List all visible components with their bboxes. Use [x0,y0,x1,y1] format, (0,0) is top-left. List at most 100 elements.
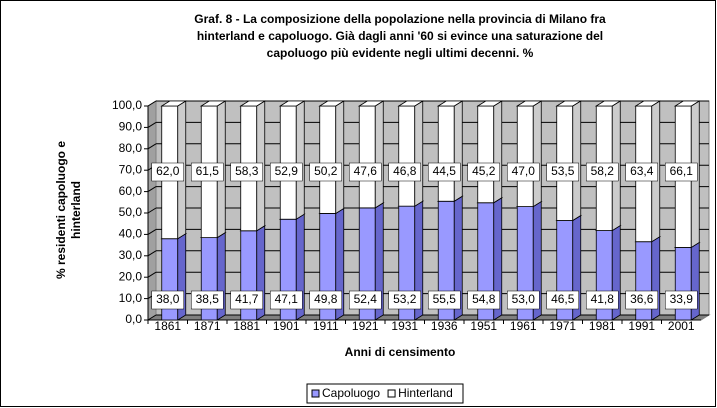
legend-label: Hinterland [398,386,453,400]
value-label-box [191,290,224,310]
bar-top [476,100,504,107]
x-tick-label: 1901 [273,319,300,333]
value-label: 46,5 [551,292,575,306]
bar-side [374,100,384,209]
chart-title: hinterland e capoluogo. Già dagli anni '… [197,29,603,43]
grid-line [147,250,157,257]
bar-top [278,100,306,107]
x-tick-label: 1951 [470,319,497,333]
grid-line [147,186,157,193]
bar-segment [516,105,534,207]
value-label: 50,2 [314,164,338,178]
value-label-box [507,162,540,182]
bar-top [436,100,464,107]
x-tick-label: 1991 [628,319,655,333]
value-label-box [230,162,263,182]
y-axis-title-line: hinterland [69,181,83,239]
grid-line [147,207,157,214]
bar-top [673,100,701,107]
bar-top [357,100,385,107]
x-tick-label: 1981 [589,319,616,333]
x-axis-title: Anni di censimento [345,345,456,359]
value-label: 38,5 [196,292,220,306]
bar-side [493,100,503,204]
value-label: 47,1 [275,292,299,306]
value-label-box [191,162,224,182]
grid-line [147,143,157,150]
value-label-box [428,290,461,310]
x-tick-label: 1936 [431,319,458,333]
value-label-box [230,290,263,310]
legend-swatch [311,389,320,398]
value-label-box [349,290,382,310]
y-tick-label: 100,0 [112,98,142,112]
bar-segment [398,105,416,207]
value-label-box [546,290,579,310]
value-label-box [388,290,421,310]
value-label: 53,0 [512,292,536,306]
value-label: 47,0 [512,164,536,178]
value-label-box [665,162,698,182]
grid-line [147,228,157,235]
bar-top [239,100,267,107]
value-label-box [388,162,421,182]
x-tick-label: 1931 [391,319,418,333]
value-label: 61,5 [196,164,220,178]
bar-segment [319,105,337,214]
value-label-box [467,162,500,182]
value-label: 41,8 [591,292,615,306]
bar-side [572,100,582,222]
y-tick-label: 30,0 [119,248,143,262]
value-label-box [625,290,658,310]
value-label: 45,2 [472,164,496,178]
value-label: 41,7 [235,292,259,306]
grid-line [147,314,157,321]
value-label-box [309,290,342,310]
value-label: 63,4 [630,164,654,178]
value-label-box [546,162,579,182]
bar-segment [279,105,297,220]
y-axis-title-line: % residenti capoluogo e [54,141,68,279]
grid-line [147,121,157,128]
chart-title: capoluogo più evidente negli ultimi dece… [267,46,534,60]
value-label: 58,3 [235,164,259,178]
grid-line [147,100,157,107]
value-label: 53,5 [551,164,575,178]
value-label-box [586,162,619,182]
value-label-box [507,290,540,310]
y-tick-label: 10,0 [119,291,143,305]
value-label: 58,2 [591,164,615,178]
grid-line [147,271,157,278]
chart-title: Graf. 8 - La composizione della popolazi… [194,12,606,26]
value-label: 52,4 [354,292,378,306]
y-tick-label: 80,0 [119,141,143,155]
y-axis-title: % residenti capoluogo e hinterland [54,141,83,279]
bar-segment [437,105,455,202]
y-tick-label: 0,0 [125,312,142,326]
value-label-box [151,162,184,182]
bar-segment [358,105,376,209]
value-label: 52,9 [275,164,299,178]
value-label-box [270,290,303,310]
x-tick-label: 1921 [352,319,379,333]
value-label: 46,8 [393,164,417,178]
legend-swatch [387,389,396,398]
bar-top [199,100,227,107]
value-label: 33,9 [670,292,694,306]
bar-top [555,100,583,107]
value-label-box [309,162,342,182]
value-label-box [665,290,698,310]
y-tick-label: 40,0 [119,227,143,241]
floor [146,314,711,321]
bar-side [414,100,424,207]
bar-top [634,100,662,107]
x-tick-label: 2001 [668,319,695,333]
value-label: 44,5 [433,164,457,178]
legend-label: Capoluogo [322,386,380,400]
x-tick-label: 1971 [549,319,576,333]
value-label-box [467,290,500,310]
y-tick-label: 60,0 [119,184,143,198]
x-tick-label: 1871 [194,319,221,333]
x-tick-label: 1881 [233,319,260,333]
value-label: 55,5 [433,292,457,306]
